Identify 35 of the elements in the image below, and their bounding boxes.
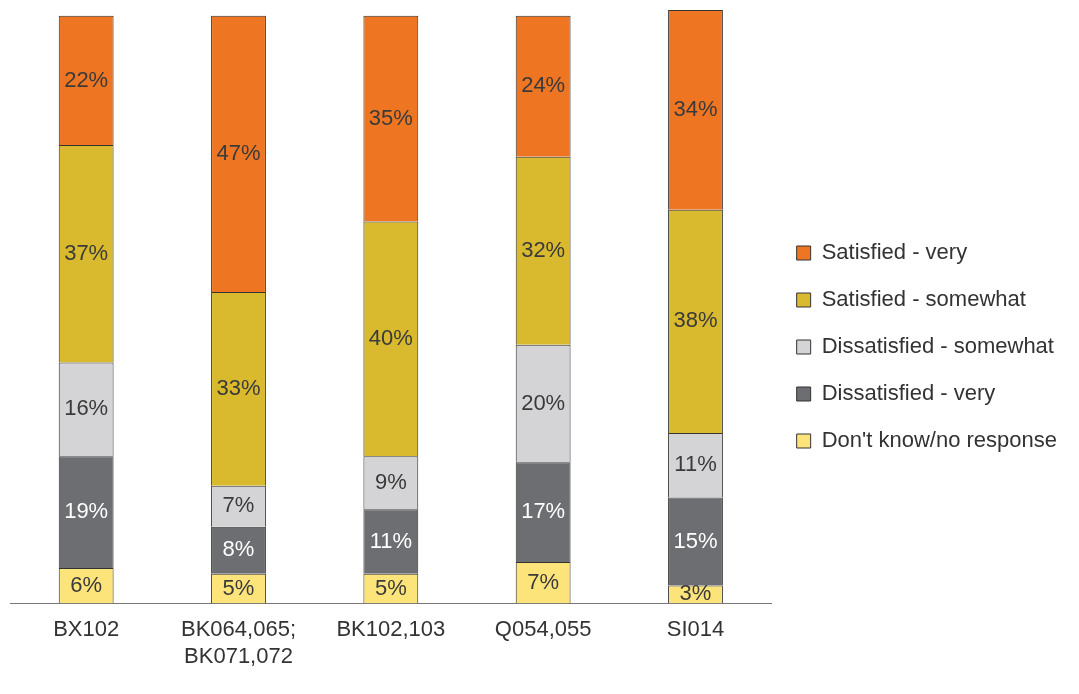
x-tick-label: BK064,065; BK071,072 — [181, 616, 296, 668]
data-label: 7% — [527, 568, 560, 594]
data-label: 11% — [674, 451, 717, 477]
data-label: 35% — [368, 104, 413, 130]
data-label: 3% — [679, 580, 712, 606]
data-label: 5% — [374, 574, 407, 600]
data-label: 19% — [64, 498, 109, 524]
x-tick-label: SI014 — [666, 616, 725, 642]
data-label: 33% — [216, 374, 261, 400]
data-label: 34% — [673, 95, 718, 121]
legend-label: Satisfied - somewhat — [821, 286, 1026, 312]
data-label: 5% — [222, 574, 255, 600]
data-label: 9% — [374, 468, 407, 494]
legend-label: Don't know/no response — [821, 427, 1057, 453]
data-label: 6% — [70, 571, 103, 597]
data-label: 38% — [673, 307, 718, 333]
data-label: 40% — [368, 324, 413, 350]
legend-label: Dissatisfied - very — [821, 380, 996, 406]
data-label: 7% — [222, 492, 255, 518]
legend-label: Satisfied - very — [821, 239, 968, 265]
data-label: 20% — [521, 389, 566, 415]
data-label: 24% — [521, 72, 566, 98]
legend-label: Dissatisfied - somewhat — [821, 333, 1054, 359]
data-label: 8% — [222, 536, 255, 562]
data-label: 37% — [64, 239, 109, 265]
data-label: 11% — [369, 527, 413, 553]
data-label: 22% — [64, 66, 109, 92]
x-tick-label: Q054,055 — [494, 616, 592, 642]
data-label: 47% — [216, 139, 261, 165]
x-tick-label: BK102,103 — [336, 616, 446, 642]
data-label: 15% — [673, 527, 718, 553]
data-label: 16% — [64, 395, 109, 421]
data-label: 17% — [521, 498, 566, 524]
x-tick-label: BX102 — [53, 616, 120, 642]
data-label: 32% — [521, 236, 566, 262]
